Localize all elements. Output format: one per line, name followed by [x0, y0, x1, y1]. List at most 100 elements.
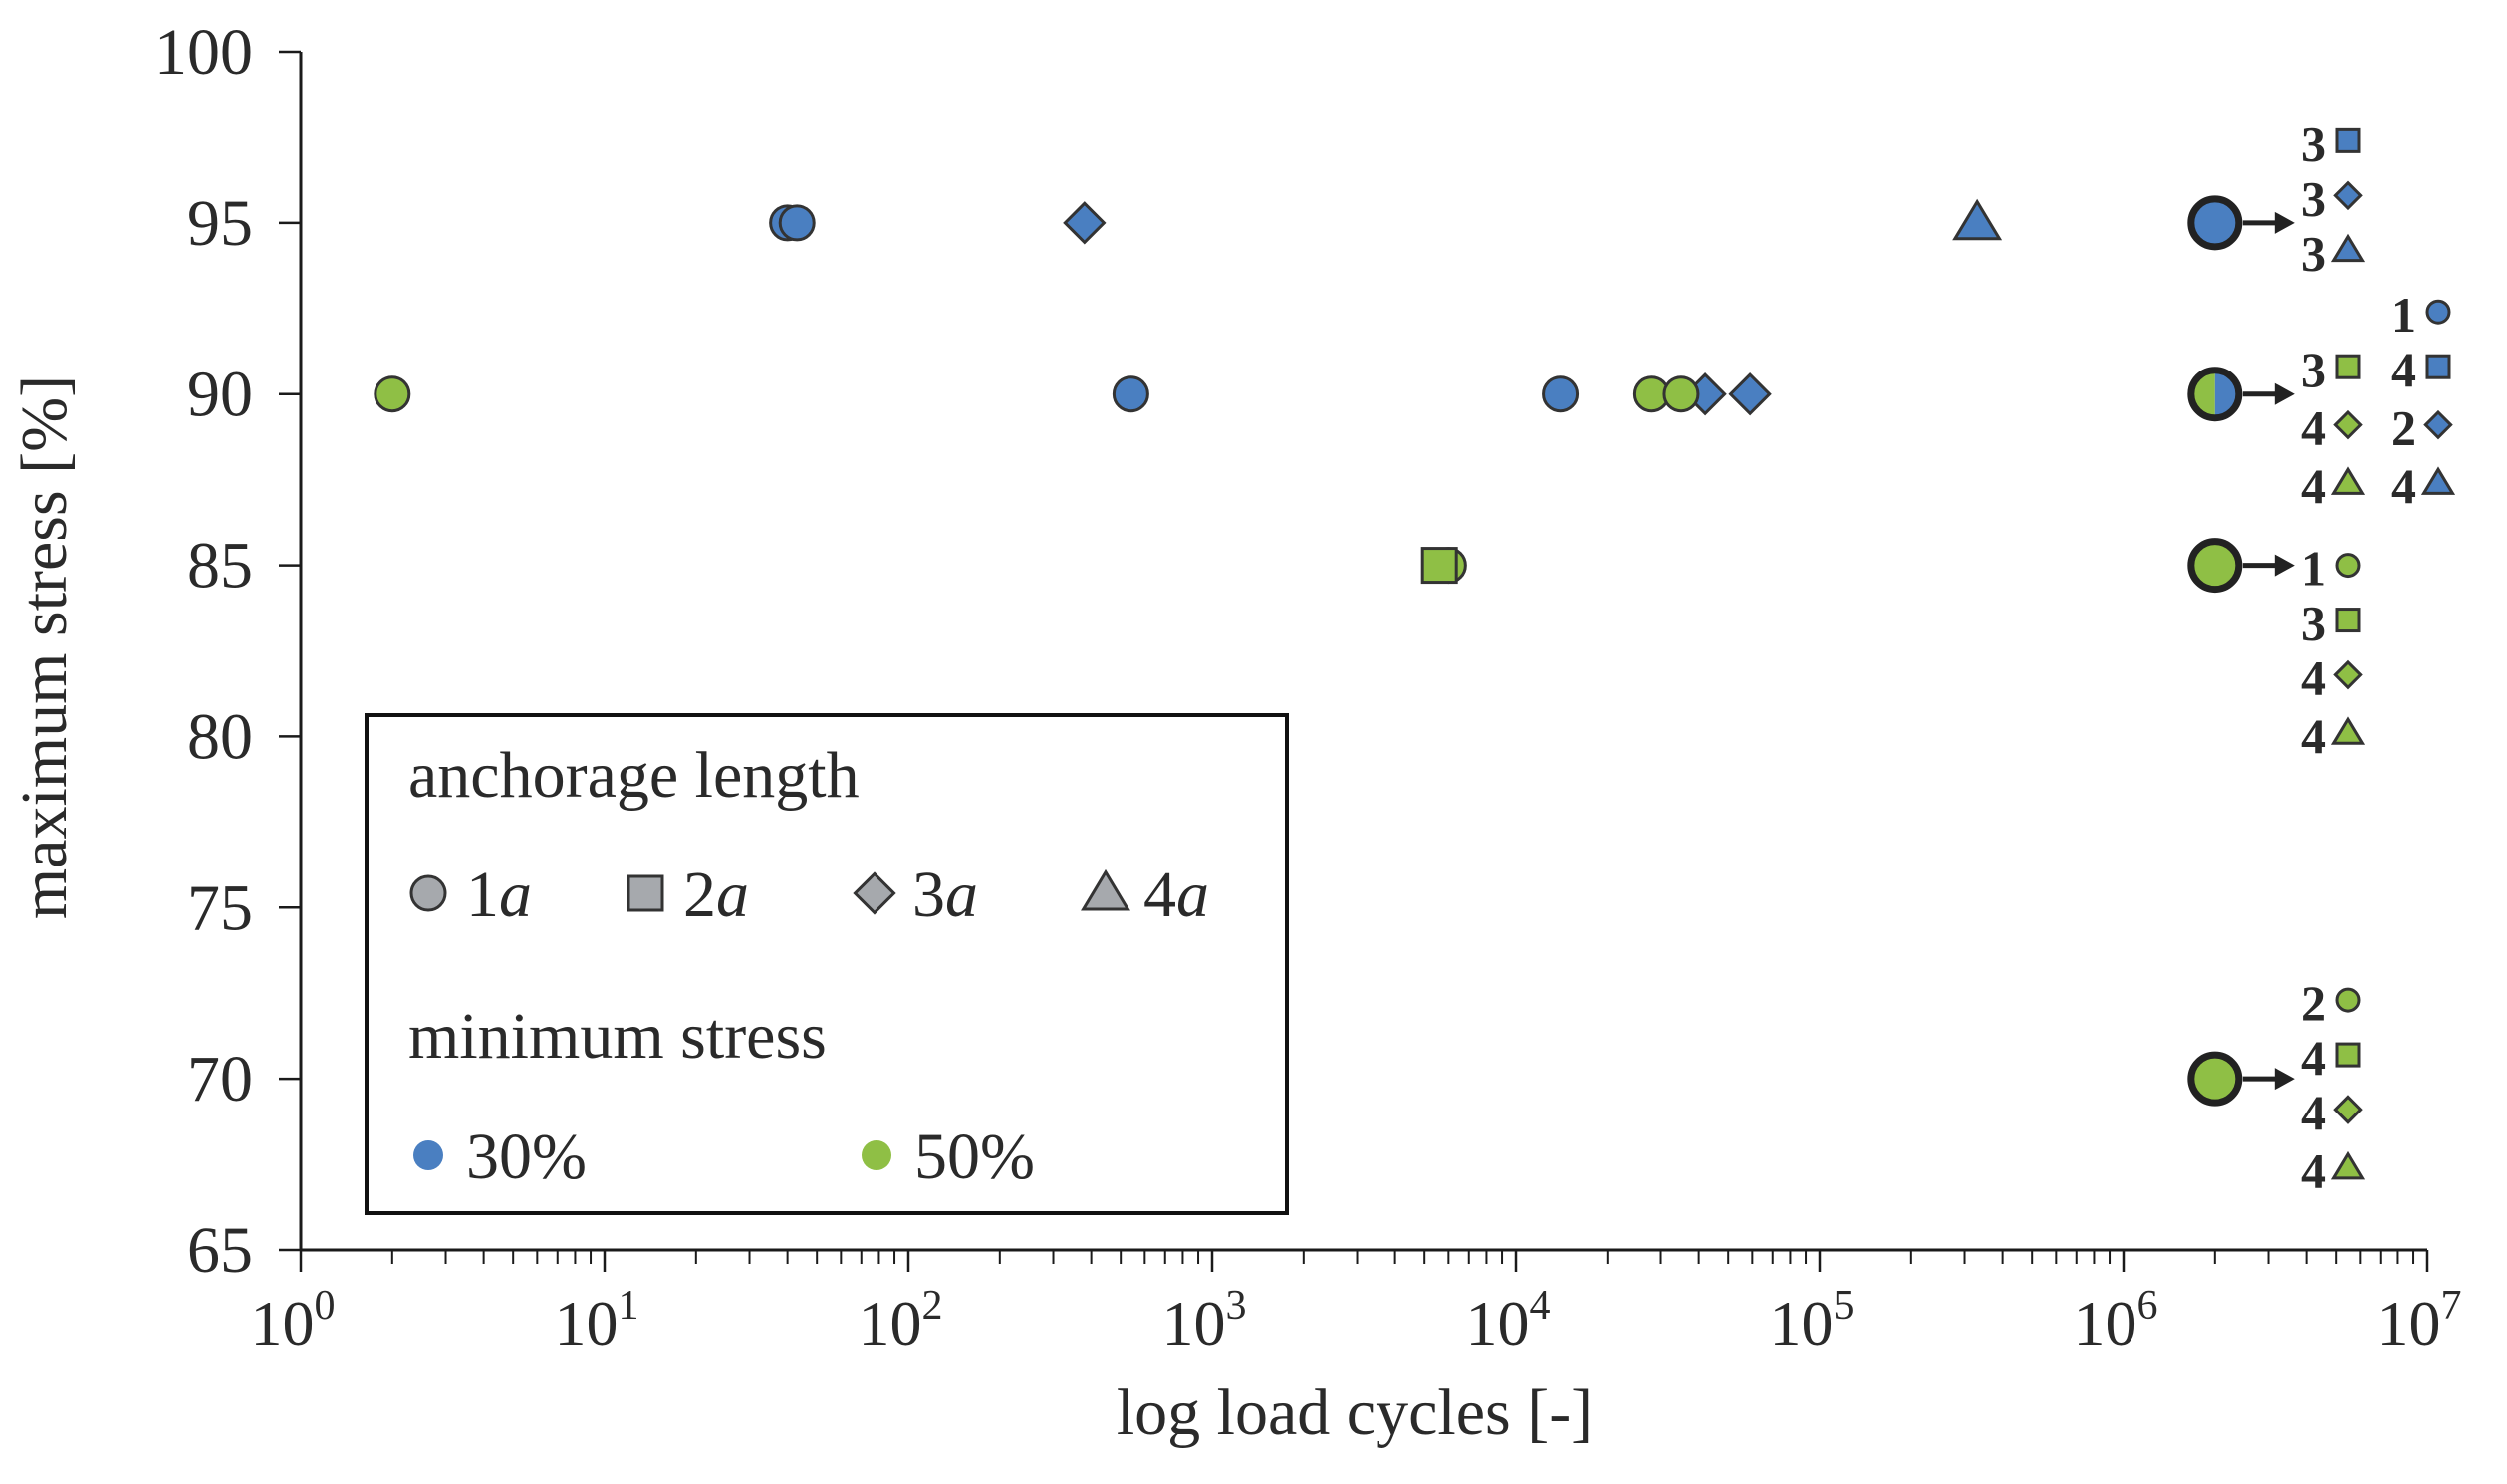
run-out-count-diamond	[2333, 409, 2363, 440]
run-out-count: 1	[2391, 287, 2416, 343]
run-out-arrow-head	[2274, 211, 2295, 234]
y-tick-label: 95	[187, 187, 253, 260]
run-out-marker	[2187, 538, 2295, 594]
run-out-count-entry: 4	[2301, 708, 2366, 764]
run-out-count: 4	[2301, 650, 2326, 706]
legend-marker-square	[627, 874, 664, 912]
y-tick-label: 65	[187, 1214, 253, 1287]
axes	[299, 52, 2427, 1252]
y-tick-label: 80	[187, 700, 253, 773]
x-axis-ticks: 100 101 102 103 104 105 106 107	[251, 1250, 2462, 1359]
legend: anchorage length 1a 2a 3a 4a minimum stress…	[365, 713, 1289, 1215]
legend-anchorage-entries: 1a 2a 3a 4a	[409, 859, 1209, 931]
y-tick-label: 75	[187, 871, 253, 944]
run-out-count-entry: 1	[2301, 541, 2361, 597]
data-point-circle	[1542, 375, 1580, 413]
legend-stress-entries: 30% 50%	[413, 1120, 1035, 1193]
run-out-count-entry: 4	[2301, 1030, 2361, 1086]
run-out-count-square	[2335, 608, 2361, 633]
run-out-count-triangle	[2330, 466, 2366, 495]
run-out-count-entry: 3	[2301, 225, 2366, 281]
x-tick-label: 103	[1162, 1283, 1247, 1359]
run-out-count: 1	[2301, 541, 2326, 597]
data-point-circle	[374, 375, 411, 413]
run-out-count-entry: 4	[2301, 458, 2366, 514]
x-tick-label: 107	[2378, 1283, 2462, 1359]
run-out-count-diamond	[2423, 409, 2453, 440]
legend-entry-circle: 1a	[409, 859, 532, 931]
legend-entry-diamond: 3a	[853, 859, 978, 931]
y-axis-label: maximum stress [%]	[8, 375, 81, 919]
run-out-count: 2	[2391, 400, 2416, 456]
run-out-ring	[2187, 1051, 2243, 1107]
y-axis-ticks: 65 70 75 80 85 90 95 100	[154, 16, 301, 1287]
run-out-count-circle	[2425, 299, 2451, 325]
run-out-marker	[2187, 195, 2295, 251]
y-tick-label: 85	[187, 530, 253, 603]
legend-box	[365, 713, 1289, 1215]
run-out-arrow-head	[2274, 554, 2295, 577]
run-out-ring	[2187, 195, 2243, 251]
run-out-count-diamond	[2333, 659, 2363, 690]
data-point-diamond	[1063, 201, 1107, 245]
run-out-count-entry: 4	[2391, 458, 2456, 514]
legend-label: 2a	[683, 859, 749, 931]
legend-marker-circle	[409, 874, 447, 912]
run-out-ring	[2187, 367, 2243, 422]
run-out-count-entry: 3	[2301, 596, 2361, 651]
run-out-count-diamond	[2333, 1095, 2363, 1124]
run-out-count-entry: 3	[2301, 342, 2361, 397]
run-out-count-entry: 3	[2301, 116, 2361, 171]
y-tick-label: 70	[187, 1043, 253, 1115]
data-point-circle	[1662, 375, 1700, 413]
legend-label: 30%	[466, 1120, 587, 1193]
run-out-count: 4	[2391, 458, 2416, 514]
run-out-count: 4	[2301, 1030, 2326, 1086]
run-out-count: 4	[2301, 708, 2326, 764]
data-point-circle	[1112, 375, 1149, 413]
legend-label: 1a	[466, 859, 532, 931]
run-out-marker	[2187, 367, 2295, 422]
run-out-count-circle	[2335, 553, 2361, 579]
run-out-marker	[2187, 1051, 2295, 1107]
data-point-square	[1420, 547, 1458, 585]
legend-color-dot	[413, 1140, 443, 1170]
legend-color-dot	[862, 1140, 891, 1170]
run-out-count-square	[2335, 127, 2361, 153]
x-tick-label: 101	[555, 1283, 639, 1359]
data-point-circle	[778, 204, 816, 242]
x-axis-label: log load cycles [-]	[1117, 1376, 1593, 1449]
legend-entry-stress: 50%	[862, 1120, 1035, 1193]
run-out-count-diamond	[2333, 180, 2363, 211]
run-out-count-entry: 3	[2301, 170, 2363, 226]
run-out-count-triangle	[2330, 716, 2366, 745]
y-tick-label: 90	[187, 359, 253, 431]
run-out-count: 3	[2301, 170, 2326, 226]
run-out-count: 4	[2301, 458, 2326, 514]
run-out-count: 4	[2391, 342, 2416, 397]
run-out-count-square	[2335, 354, 2361, 379]
run-out-fill	[2190, 198, 2239, 247]
run-out-count: 3	[2301, 596, 2326, 651]
run-out-count-entry: 2	[2391, 400, 2453, 456]
run-out-fill	[2190, 541, 2239, 590]
x-tick-label: 104	[1466, 1283, 1551, 1359]
run-out-arrow-head	[2274, 382, 2295, 405]
data-point-triangle	[1952, 198, 2003, 241]
run-out-ring	[2187, 538, 2243, 594]
x-tick-label: 102	[859, 1283, 943, 1359]
legend-label: 4a	[1143, 859, 1209, 931]
run-out-count-triangle	[2420, 466, 2456, 495]
run-out-count: 4	[2301, 1085, 2326, 1140]
y-tick-label: 100	[154, 16, 253, 89]
run-out-count-entry: 1	[2391, 287, 2451, 343]
x-tick-label: 105	[1770, 1283, 1855, 1359]
run-out-count-entry: 4	[2301, 400, 2363, 456]
legend-group-title-stress: minimum stress	[408, 1000, 827, 1073]
legend-marker-diamond	[853, 871, 896, 915]
run-out-count-square	[2335, 1042, 2361, 1068]
data-point-diamond	[1728, 372, 1772, 416]
run-out-count: 2	[2301, 975, 2326, 1031]
